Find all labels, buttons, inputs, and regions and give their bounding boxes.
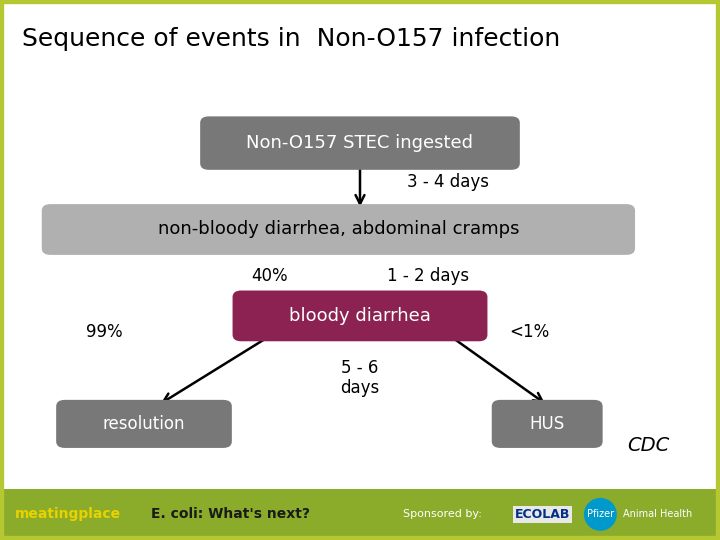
Text: CDC: CDC <box>627 436 669 455</box>
FancyBboxPatch shape <box>42 204 635 255</box>
Text: non-bloody diarrhea, abdominal cramps: non-bloody diarrhea, abdominal cramps <box>158 220 519 239</box>
FancyBboxPatch shape <box>233 291 487 341</box>
Text: E. coli: What's next?: E. coli: What's next? <box>151 508 310 521</box>
Text: ECOLAB: ECOLAB <box>515 508 570 521</box>
Text: 1 - 2 days: 1 - 2 days <box>387 267 469 286</box>
Text: Sponsored by:: Sponsored by: <box>403 509 482 519</box>
Text: meatingplace: meatingplace <box>14 508 120 521</box>
Text: <1%: <1% <box>509 323 549 341</box>
FancyBboxPatch shape <box>492 400 603 448</box>
Text: 3 - 4 days: 3 - 4 days <box>407 173 489 191</box>
Text: HUS: HUS <box>530 415 564 433</box>
Text: Animal Health: Animal Health <box>623 509 692 519</box>
Text: Sequence of events in  Non-O157 infection: Sequence of events in Non-O157 infection <box>22 27 560 51</box>
Bar <box>0 489 720 540</box>
Text: 99%: 99% <box>86 323 122 341</box>
FancyBboxPatch shape <box>200 117 520 170</box>
FancyBboxPatch shape <box>56 400 232 448</box>
Text: resolution: resolution <box>103 415 185 433</box>
Text: 5 - 6
days: 5 - 6 days <box>341 359 379 397</box>
Text: Pfizer: Pfizer <box>587 509 614 519</box>
Text: bloody diarrhea: bloody diarrhea <box>289 307 431 325</box>
Text: Non-O157 STEC ingested: Non-O157 STEC ingested <box>246 134 474 152</box>
Text: 40%: 40% <box>252 267 288 286</box>
